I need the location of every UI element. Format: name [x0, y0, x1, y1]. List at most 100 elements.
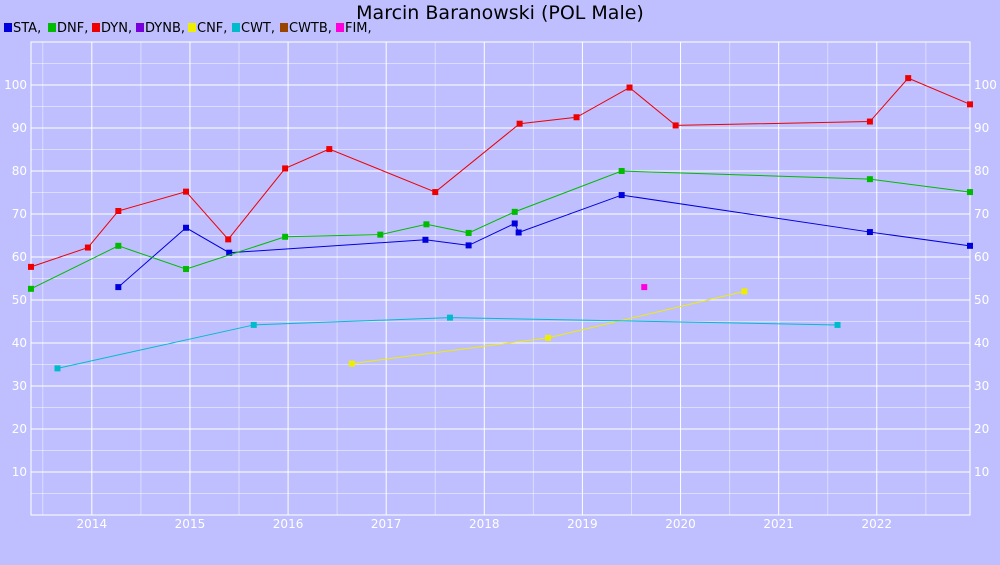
y-tick-label-right: 50: [974, 293, 989, 307]
x-tick-label: 2022: [862, 517, 893, 531]
data-point-sta: [967, 242, 973, 249]
legend-swatch-dynb: [136, 23, 144, 32]
y-tick-label-left: 60: [12, 250, 27, 264]
data-point-dyn: [626, 84, 633, 91]
y-tick-label-right: 60: [974, 250, 989, 264]
plot-area: [31, 42, 970, 515]
data-point-dyn: [516, 120, 523, 127]
x-tick-label: 2021: [763, 517, 794, 531]
x-tick-label: 2014: [77, 517, 108, 531]
data-point-sta: [115, 284, 122, 291]
data-point-dyn: [573, 114, 580, 121]
y-tick-label-right: 20: [974, 422, 989, 436]
y-tick-label-right: 70: [974, 207, 989, 221]
series-dnf: [28, 168, 973, 292]
y-tick-label-left: 40: [12, 336, 27, 350]
data-point-dnf: [377, 231, 384, 238]
data-point-cwt: [834, 321, 841, 328]
data-point-cnf: [741, 288, 748, 295]
legend-swatch-dyn: [92, 23, 100, 32]
chart-title: Marcin Baranowski (POL Male): [356, 2, 644, 24]
series-cnf: [348, 288, 748, 367]
data-point-dnf: [183, 266, 190, 273]
legend-label-cnf: CNF,: [197, 21, 227, 36]
data-point-fim: [641, 284, 648, 291]
series-fim: [641, 284, 648, 291]
grid: [31, 42, 970, 515]
data-point-sta: [465, 242, 472, 249]
legend: STA, DNF, DYN, DYNB, CNF, CWT, CWTB, FIM,: [4, 21, 372, 36]
data-point-dnf: [28, 285, 34, 292]
plot-border: [30, 41, 971, 516]
data-point-dyn: [905, 75, 912, 82]
legend-label-dyn: DYN,: [101, 21, 132, 36]
data-point-sta: [183, 224, 190, 231]
data-point-dyn: [326, 146, 333, 153]
data-point-cwt: [250, 321, 257, 328]
data-point-cwt: [54, 365, 61, 372]
data-point-dnf: [465, 229, 472, 236]
y-tick-label-left: 20: [12, 422, 27, 436]
y-tick-label-left: 50: [12, 293, 27, 307]
data-point-sta: [866, 229, 873, 236]
series-line-sta: [117, 194, 971, 288]
legend-label-cwt: CWT,: [241, 21, 275, 36]
data-point-cnf: [545, 334, 552, 341]
y-tick-label-left: 10: [12, 465, 27, 479]
y-tick-label-right: 10: [974, 465, 989, 479]
legend-swatch-cnf: [188, 23, 196, 32]
data-point-dyn: [282, 165, 289, 172]
y-tick-label-left: 80: [12, 164, 27, 178]
data-point-dyn: [225, 236, 232, 243]
data-point-dnf: [115, 242, 122, 249]
data-point-dyn: [183, 188, 190, 195]
y-tick-label-right: 80: [974, 164, 989, 178]
x-tick-label: 2017: [371, 517, 402, 531]
legend-swatch-sta: [4, 23, 12, 32]
x-tick-label: 2015: [175, 517, 206, 531]
data-point-dnf: [866, 176, 873, 183]
x-tick-label: 2016: [273, 517, 304, 531]
data-point-cnf: [348, 360, 355, 367]
data-point-sta: [226, 249, 233, 256]
data-point-dyn: [672, 122, 679, 129]
y-tick-label-right: 90: [974, 121, 989, 135]
legend-label-dynb: DYNB,: [145, 21, 185, 36]
y-tick-label-right: 30: [974, 379, 989, 393]
data-point-cwt: [446, 314, 453, 321]
data-point-dyn: [28, 263, 34, 270]
y-tick-label-left: 30: [12, 379, 27, 393]
data-point-dnf: [967, 189, 973, 196]
series-sta: [115, 192, 973, 291]
data-point-dyn: [84, 244, 91, 251]
data-point-dyn: [115, 207, 122, 214]
y-tick-label-left: 90: [12, 121, 27, 135]
data-point-dnf: [282, 233, 289, 240]
data-point-dnf: [423, 221, 430, 228]
legend-swatch-cwtb: [280, 23, 288, 32]
data-point-dyn: [967, 101, 973, 108]
data-point-sta: [618, 192, 625, 199]
legend-label-cwtb: CWTB,: [289, 21, 332, 36]
data-point-sta: [422, 236, 429, 243]
x-tick-label: 2019: [567, 517, 598, 531]
series-cwt: [54, 314, 841, 372]
y-tick-label-right: 100: [974, 78, 997, 92]
legend-label-sta: STA,: [13, 21, 41, 36]
legend-swatch-fim: [336, 23, 344, 32]
series-layer: [28, 75, 973, 372]
legend-swatch-cwt: [232, 23, 240, 32]
data-point-dnf: [511, 208, 518, 215]
data-point-dyn: [432, 189, 439, 196]
series-dyn: [28, 75, 973, 270]
legend-label-fim: FIM,: [345, 21, 372, 36]
data-point-sta: [511, 220, 518, 227]
y-tick-label-left: 100: [4, 78, 27, 92]
data-point-dyn: [866, 118, 873, 125]
legend-label-dnf: DNF,: [57, 21, 88, 36]
data-point-sta: [515, 229, 522, 236]
x-tick-label: 2018: [469, 517, 500, 531]
data-point-dnf: [618, 168, 625, 174]
series-line-cwt: [57, 317, 838, 369]
